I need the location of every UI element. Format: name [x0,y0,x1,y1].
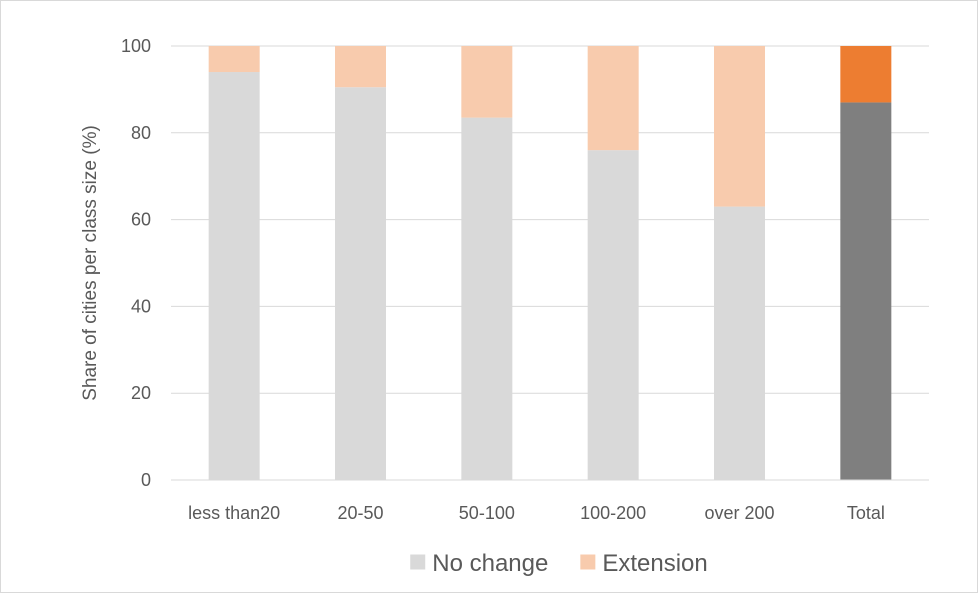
bar-no-change [208,72,260,480]
bar-no-change [714,206,765,480]
x-tick-label: less than20 [188,503,280,523]
x-tick-label: 50-100 [459,503,515,523]
gridlines [171,45,929,394]
x-tick-label: 20-50 [337,503,383,523]
bar-no-change [461,117,513,481]
bar-extension [840,46,892,103]
y-tick-label: 60 [131,210,151,230]
y-tick-label: 80 [131,123,151,143]
y-tick-label: 100 [121,36,151,56]
bar-extension [335,46,386,88]
bar-extension [461,46,513,118]
y-axis-title: Share of cities per class size (%) [80,125,101,401]
y-tick-label: 0 [141,470,151,490]
axes: 0 20 40 60 80 100 less than20 20-50 50-100 100-20… [121,36,929,523]
bar-no-change [840,102,892,481]
legend-swatch-no-change [410,554,426,570]
y-tick-label: 20 [131,383,151,403]
x-tick-label: 100-200 [580,503,646,523]
legend-label-extension: Extension [602,550,707,577]
legend: No change Extension [410,550,708,577]
bars [208,46,892,481]
legend-swatch-extension [580,554,596,570]
bar-no-change [335,87,386,480]
bar-no-change [587,150,639,480]
bar-extension [208,46,260,73]
x-tick-label: Total [847,503,885,523]
bar-extension [587,46,639,151]
x-tick-label: over 200 [704,503,774,523]
y-tick-label: 40 [131,296,151,316]
legend-label-no-change: No change [432,550,548,577]
bar-extension [714,46,765,207]
